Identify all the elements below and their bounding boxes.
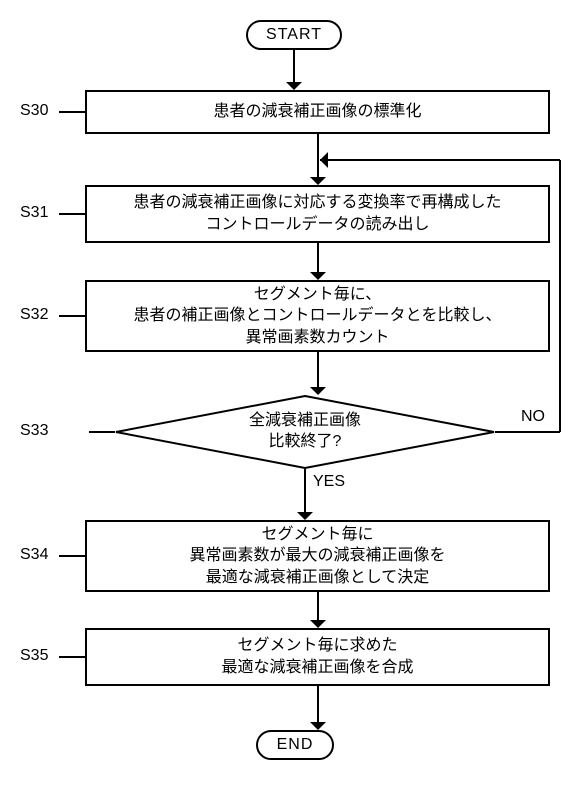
step-tick-s35 — [59, 656, 85, 658]
process-s32-line2: 異常画素数カウント — [245, 327, 389, 349]
end-label: END — [277, 736, 314, 754]
process-s31-line1: コントロールデータの読み出し — [205, 214, 429, 236]
branch-label-no: NO — [521, 408, 545, 426]
start-terminal: START — [246, 20, 342, 50]
step-tick-s34 — [59, 555, 85, 557]
process-s30-line0: 患者の減衰補正画像の標準化 — [213, 101, 421, 123]
decision-s33-line1: 比較終了? — [249, 432, 361, 453]
process-s32-line0: セグメント毎に、 — [254, 284, 382, 306]
step-label-s35: S35 — [20, 647, 48, 665]
step-tick-s31 — [59, 213, 85, 215]
process-s34-line2: 最適な減衰補正画像として決定 — [206, 567, 430, 589]
step-label-s34: S34 — [20, 546, 48, 564]
process-s35-line1: 最適な減衰補正画像を合成 — [221, 657, 413, 679]
start-label: START — [266, 26, 322, 44]
process-s34-line1: 異常画素数が最大の減衰補正画像を — [189, 545, 445, 567]
step-tick-s33 — [89, 431, 115, 433]
process-s31-line0: 患者の減衰補正画像に対応する変換率で再構成した — [133, 192, 501, 214]
step-tick-s30 — [59, 111, 85, 113]
step-label-s33: S33 — [20, 422, 48, 440]
process-s31: 患者の減衰補正画像に対応する変換率で再構成したコントロールデータの読み出し — [85, 185, 550, 243]
process-s35-line0: セグメント毎に求めた — [237, 635, 397, 657]
branch-label-yes: YES — [313, 473, 345, 491]
process-s32-line1: 患者の補正画像とコントロールデータとを比較し、 — [133, 305, 501, 327]
decision-s33-line0: 全減衰補正画像 — [249, 411, 361, 432]
step-label-s31: S31 — [20, 204, 48, 222]
process-s34-line0: セグメント毎に — [261, 524, 373, 546]
step-label-s30: S30 — [20, 102, 48, 120]
flowchart-container: START 患者の減衰補正画像の標準化 S30 患者の減衰補正画像に対応する変換率で再… — [20, 20, 563, 767]
process-s35: セグメント毎に求めた最適な減衰補正画像を合成 — [85, 628, 550, 686]
decision-s33: 全減衰補正画像比較終了? — [115, 395, 495, 469]
step-label-s32: S32 — [20, 306, 48, 324]
step-tick-s32 — [59, 315, 85, 317]
process-s32: セグメント毎に、患者の補正画像とコントロールデータとを比較し、異常画素数カウント — [85, 280, 550, 352]
process-s34: セグメント毎に異常画素数が最大の減衰補正画像を最適な減衰補正画像として決定 — [85, 520, 550, 592]
end-terminal: END — [256, 730, 334, 760]
decision-s33-text: 全減衰補正画像比較終了? — [249, 411, 361, 453]
process-s30: 患者の減衰補正画像の標準化 — [85, 90, 550, 134]
